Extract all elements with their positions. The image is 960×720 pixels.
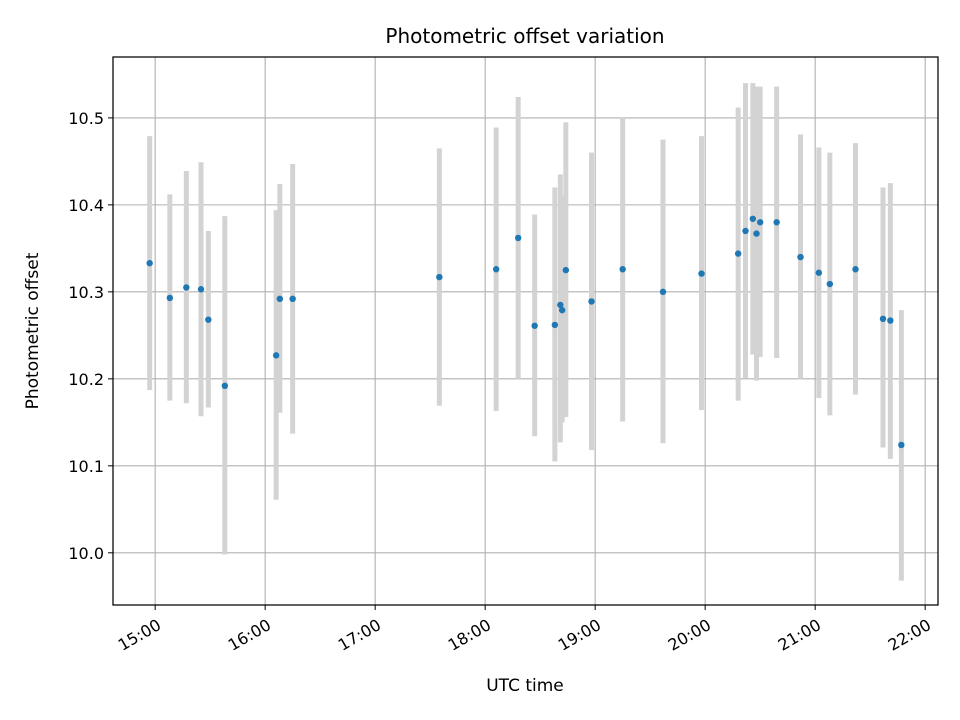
data-point <box>773 219 780 226</box>
data-point <box>797 253 804 261</box>
y-axis-title: Photometric offset <box>23 252 43 409</box>
data-point <box>436 273 443 281</box>
data-point <box>698 270 705 277</box>
data-point <box>749 215 757 222</box>
data-point <box>734 250 742 257</box>
y-tick-label: 10.1 <box>68 457 104 476</box>
y-tick-label: 10.3 <box>68 283 104 302</box>
data-point <box>756 219 764 226</box>
y-tick-label: 10.2 <box>68 370 104 389</box>
data-point <box>562 266 570 274</box>
data-point <box>205 316 212 323</box>
data-point <box>492 266 500 273</box>
y-tick-label: 10.5 <box>68 109 104 128</box>
data-point <box>197 286 205 293</box>
data-point <box>898 441 905 449</box>
y-axis: 10.0 10.1 10.2 10.3 10.4 10.5 <box>68 109 113 563</box>
data-point <box>183 284 190 291</box>
data-point <box>531 322 538 329</box>
data-point <box>742 227 749 235</box>
data-point <box>619 266 626 273</box>
data-point <box>551 321 559 329</box>
data-point <box>588 298 595 305</box>
plot-frame <box>112 56 939 606</box>
data-point <box>166 294 174 302</box>
x-axis-title: UTC time <box>486 676 564 696</box>
y-tick-label: 10.4 <box>68 196 104 215</box>
data-point <box>514 234 522 242</box>
y-tick-label: 10.0 <box>68 544 104 563</box>
data-point <box>887 317 894 324</box>
data-point <box>852 266 859 273</box>
data-point <box>146 259 153 267</box>
data-point <box>557 301 564 309</box>
data-point <box>659 288 667 296</box>
data-point <box>221 382 229 389</box>
data-point <box>276 295 284 303</box>
data-point <box>753 230 760 237</box>
data-point <box>879 315 887 323</box>
data-point <box>289 295 296 303</box>
chart-title: Photometric offset variation <box>385 24 664 48</box>
data-point <box>815 269 823 276</box>
data-points <box>146 215 905 449</box>
data-point <box>558 306 566 314</box>
data-point <box>826 280 834 288</box>
data-point <box>272 352 280 359</box>
